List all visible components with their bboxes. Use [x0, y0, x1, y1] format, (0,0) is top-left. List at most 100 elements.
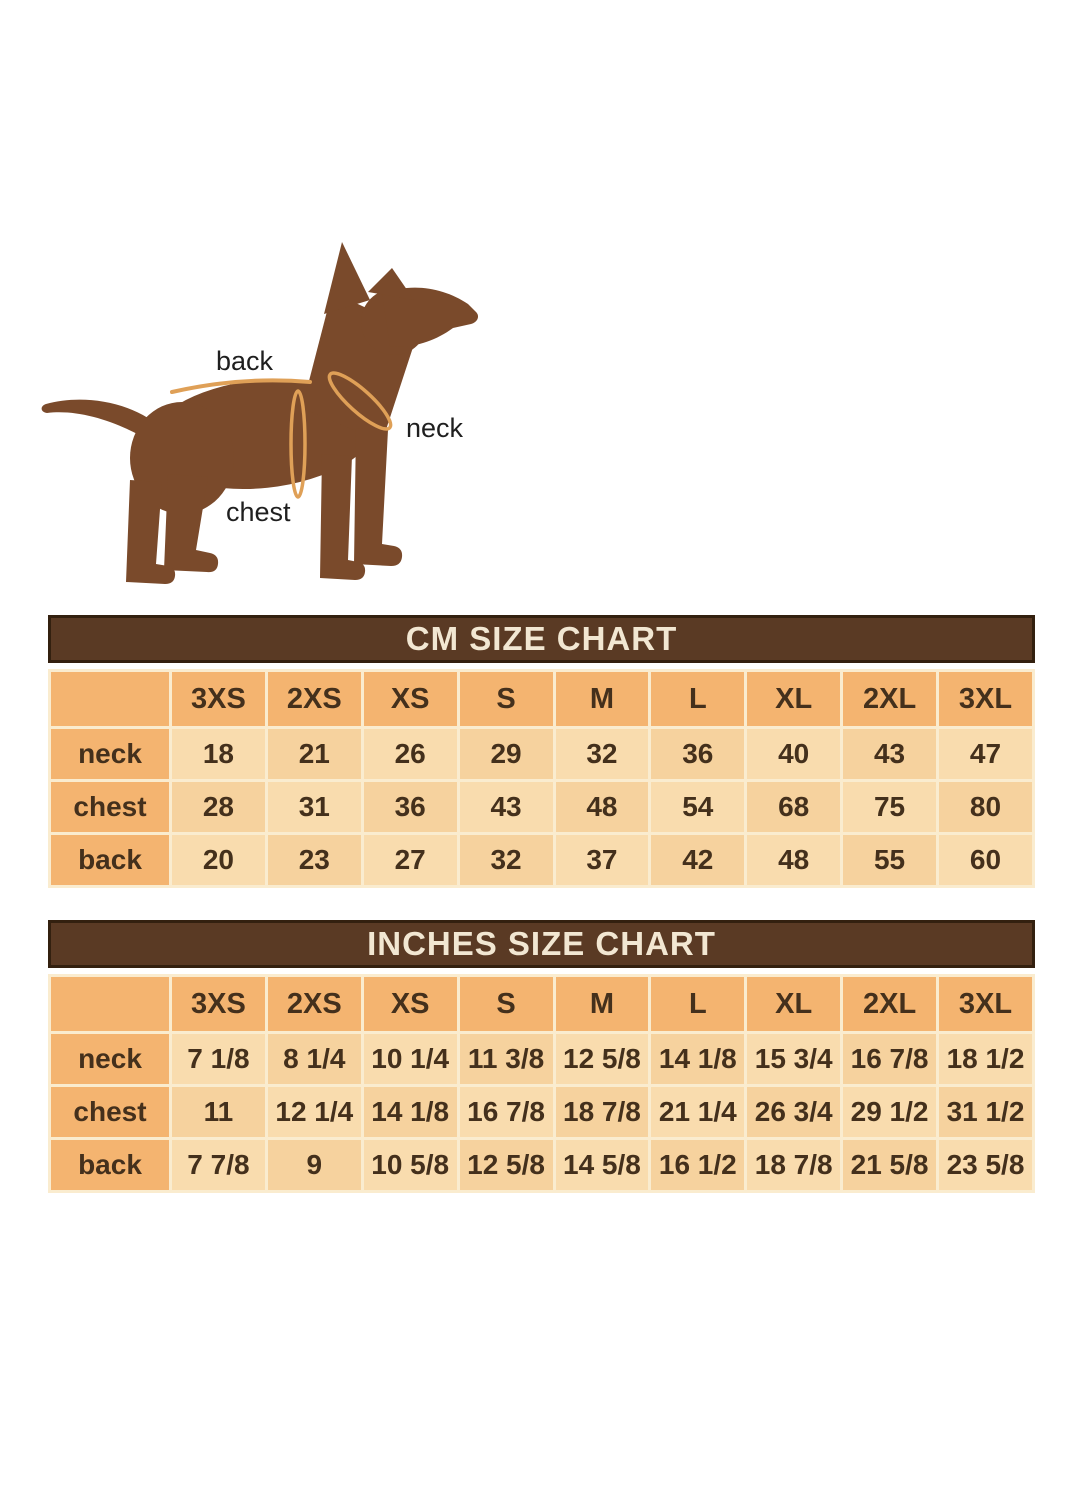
size-grid: 3XS 2XS XS S M L XL 2XL 3XL neck 7 1/8 8 1/4 10 1/4 1… [48, 974, 1035, 1193]
value-cell: 54 [651, 782, 745, 832]
table-row: neck 7 1/8 8 1/4 10 1/4 11 3/8 12 5/8 14 1/8 15… [51, 1034, 1032, 1084]
inches-size-chart-table: INCHES SIZE CHART 3XS 2XS XS S M L XL 2XL 3XL nec… [48, 920, 1035, 1193]
value-cell: 26 3/4 [747, 1087, 841, 1137]
value-cell: 36 [651, 729, 745, 779]
value-cell: 26 [363, 729, 457, 779]
value-cell: 36 [363, 782, 457, 832]
value-cell: 47 [939, 729, 1032, 779]
value-cell: 40 [747, 729, 841, 779]
value-cell: 11 3/8 [459, 1034, 553, 1084]
size-header-cell: 2XS [267, 977, 361, 1031]
corner-cell [51, 977, 169, 1031]
dog-ear-front [368, 268, 414, 300]
size-header-cell: 2XL [843, 672, 936, 726]
size-grid: 3XS 2XS XS S M L XL 2XL 3XL neck 18 21 26 29 32 36 40 43 4… [48, 669, 1035, 888]
size-header-cell: M [555, 672, 649, 726]
dog-ear-back [324, 242, 370, 314]
row-label-cell: back [51, 835, 169, 885]
size-header-cell: 3XL [939, 977, 1032, 1031]
size-header-cell: 2XL [843, 977, 936, 1031]
size-header-cell: XS [363, 977, 457, 1031]
value-cell: 11 [172, 1087, 265, 1137]
value-cell: 43 [459, 782, 553, 832]
row-label-cell: chest [51, 1087, 169, 1137]
value-cell: 18 [172, 729, 265, 779]
dog-illustration [41, 242, 479, 584]
chest-measure-ellipse [289, 389, 307, 499]
value-cell: 16 1/2 [651, 1140, 745, 1190]
dog-front-leg-far [320, 454, 366, 580]
row-label-cell: back [51, 1140, 169, 1190]
dog-hind-leg-near [164, 474, 219, 573]
size-header-row: 3XS 2XS XS S M L XL 2XL 3XL [51, 977, 1032, 1031]
dog-measurement-diagram: back neck chest [20, 230, 540, 600]
corner-cell [51, 672, 169, 726]
value-cell: 27 [363, 835, 457, 885]
neck-measure-label: neck [406, 413, 464, 443]
value-cell: 7 1/8 [172, 1034, 265, 1084]
size-header-cell: 3XS [172, 672, 265, 726]
value-cell: 80 [939, 782, 1032, 832]
value-cell: 60 [939, 835, 1032, 885]
value-cell: 31 [267, 782, 361, 832]
inches-chart-title-band: INCHES SIZE CHART [48, 920, 1035, 968]
size-header-cell: S [459, 672, 553, 726]
cm-size-chart-table: CM SIZE CHART 3XS 2XS XS S M L XL 2XL 3XL neck 18 2… [48, 615, 1035, 888]
size-header-cell: M [555, 977, 649, 1031]
value-cell: 48 [747, 835, 841, 885]
back-measure-line [170, 378, 312, 394]
value-cell: 32 [459, 835, 553, 885]
size-header-cell: XL [747, 672, 841, 726]
size-header-cell: 3XL [939, 672, 1032, 726]
size-header-cell: XL [747, 977, 841, 1031]
value-cell: 12 1/4 [267, 1087, 361, 1137]
value-cell: 18 7/8 [747, 1140, 841, 1190]
value-cell: 23 5/8 [939, 1140, 1032, 1190]
value-cell: 15 3/4 [747, 1034, 841, 1084]
value-cell: 10 5/8 [363, 1140, 457, 1190]
measurement-overlays [170, 371, 393, 499]
value-cell: 21 1/4 [651, 1087, 745, 1137]
value-cell: 75 [843, 782, 936, 832]
value-cell: 16 7/8 [459, 1087, 553, 1137]
value-cell: 21 5/8 [843, 1140, 936, 1190]
value-cell: 18 1/2 [939, 1034, 1032, 1084]
size-header-cell: S [459, 977, 553, 1031]
size-header-cell: XS [363, 672, 457, 726]
dog-tail [41, 399, 152, 442]
chest-measure-label: chest [226, 497, 291, 527]
dog-silhouette [41, 242, 479, 584]
table-row: neck 18 21 26 29 32 36 40 43 47 [51, 729, 1032, 779]
value-cell: 55 [843, 835, 936, 885]
value-cell: 48 [555, 782, 649, 832]
value-cell: 31 1/2 [939, 1087, 1032, 1137]
value-cell: 9 [267, 1140, 361, 1190]
value-cell: 28 [172, 782, 265, 832]
value-cell: 7 7/8 [172, 1140, 265, 1190]
value-cell: 37 [555, 835, 649, 885]
dog-muzzle [382, 287, 479, 347]
size-header-cell: L [651, 672, 745, 726]
value-cell: 43 [843, 729, 936, 779]
table-row: back 20 23 27 32 37 42 48 55 60 [51, 835, 1032, 885]
table-title: INCHES SIZE CHART [367, 925, 716, 962]
value-cell: 42 [651, 835, 745, 885]
value-cell: 21 [267, 729, 361, 779]
value-cell: 10 1/4 [363, 1034, 457, 1084]
value-cell: 14 1/8 [363, 1087, 457, 1137]
value-cell: 29 [459, 729, 553, 779]
dog-front-leg-near [354, 428, 403, 566]
value-cell: 8 1/4 [267, 1034, 361, 1084]
cm-chart-title-band: CM SIZE CHART [48, 615, 1035, 663]
size-header-row: 3XS 2XS XS S M L XL 2XL 3XL [51, 672, 1032, 726]
size-header-cell: 2XS [267, 672, 361, 726]
row-label-cell: neck [51, 729, 169, 779]
value-cell: 20 [172, 835, 265, 885]
size-header-cell: 3XS [172, 977, 265, 1031]
value-cell: 18 7/8 [555, 1087, 649, 1137]
dog-hind-leg-far [126, 480, 176, 584]
back-measure-label: back [216, 346, 274, 376]
value-cell: 12 5/8 [555, 1034, 649, 1084]
value-cell: 23 [267, 835, 361, 885]
